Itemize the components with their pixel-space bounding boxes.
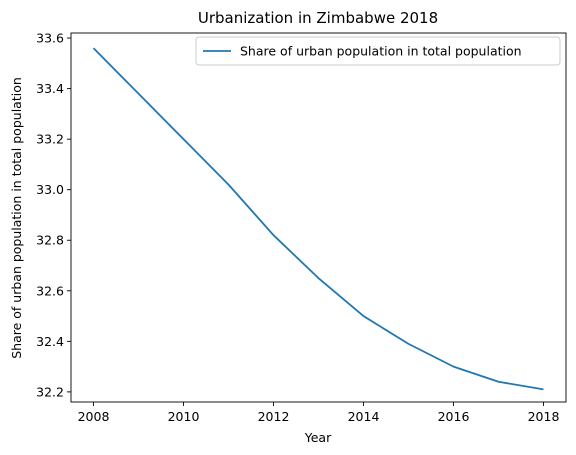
y-tick-label: 32.4	[36, 334, 64, 349]
y-axis-title: Share of urban population in total popul…	[9, 77, 24, 359]
x-tick-label: 2018	[528, 409, 560, 424]
y-tick-label: 32.8	[36, 233, 64, 248]
chart-title: Urbanization in Zimbabwe 2018	[198, 9, 438, 27]
x-tick-label: 2014	[348, 409, 380, 424]
y-tick-label: 33.6	[36, 31, 64, 46]
x-tick-label: 2008	[78, 409, 110, 424]
y-tick-label: 33.2	[36, 132, 64, 147]
y-tick-label: 33.0	[36, 182, 64, 197]
y-tick-label: 33.4	[36, 81, 64, 96]
legend-label: Share of urban population in total popul…	[240, 44, 522, 59]
x-tick-label: 2012	[258, 409, 290, 424]
y-axis-ticks: 32.2 32.4 32.6 32.8 33.0 33.2 33.4 33.6	[36, 31, 71, 399]
legend-box	[195, 36, 561, 66]
x-tick-label: 2010	[168, 409, 200, 424]
x-tick-label: 2016	[438, 409, 470, 424]
legend: Share of urban population in total popul…	[195, 36, 561, 66]
plot-area	[70, 32, 567, 403]
series-layer	[92, 47, 544, 391]
y-tick-label: 32.2	[36, 384, 64, 399]
plot-frame	[70, 32, 567, 403]
x-axis-ticks: 2008 2010 2012 2014 2016 2018	[78, 402, 560, 424]
x-axis-title: Year	[304, 430, 332, 445]
series-line-0	[92, 47, 544, 391]
y-tick-label: 32.6	[36, 283, 64, 298]
